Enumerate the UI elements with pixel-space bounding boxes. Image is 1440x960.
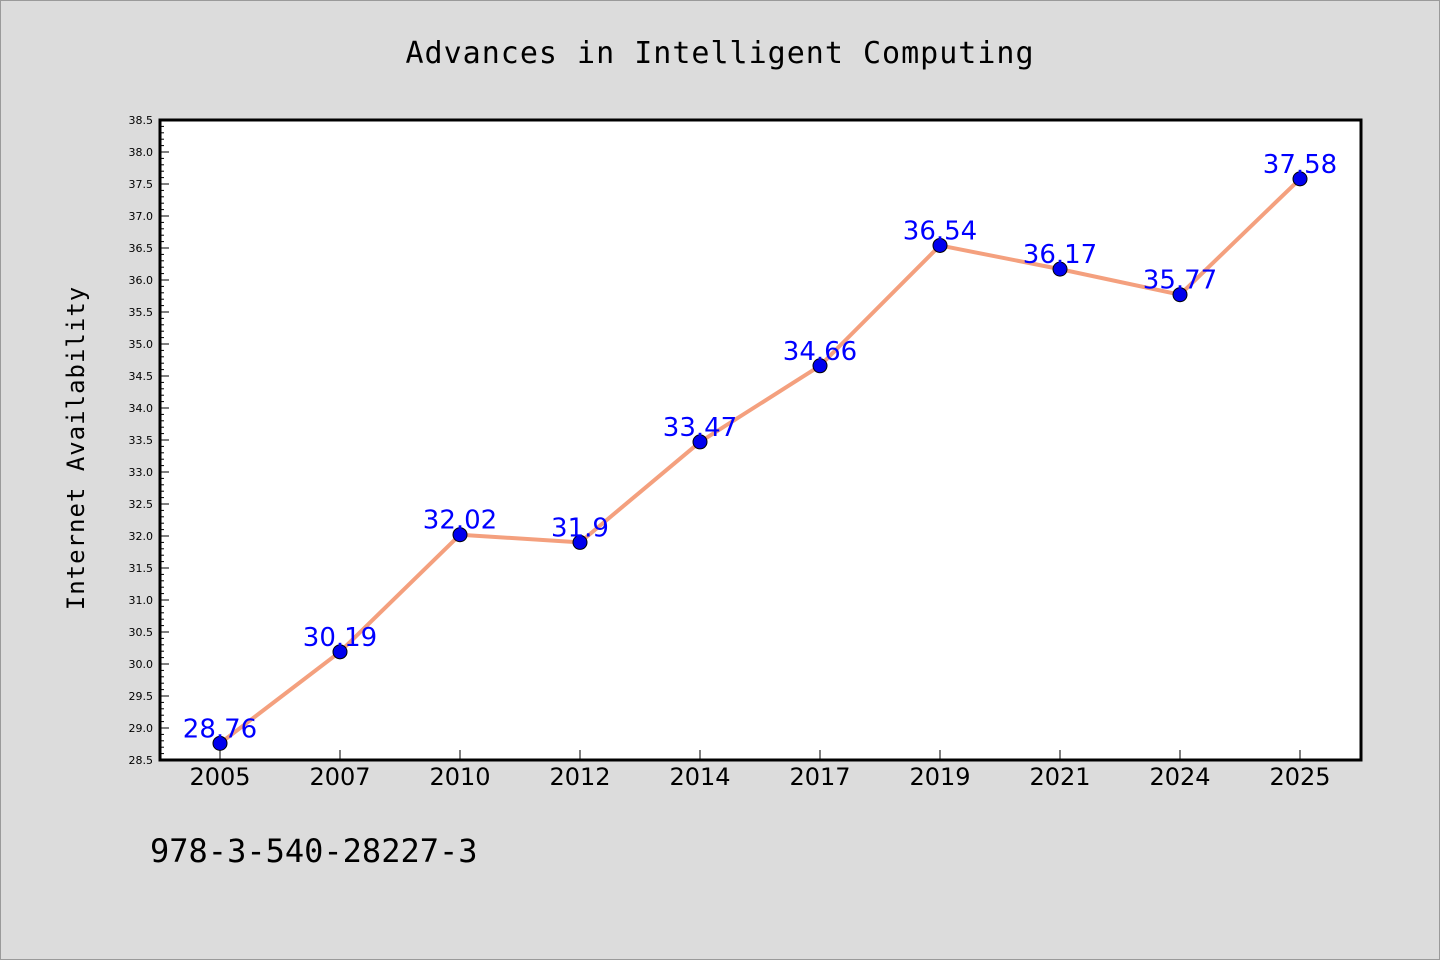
series-line [218,176,1302,746]
x-tick-label: 2007 [309,763,370,791]
data-point [212,735,228,751]
y-tick-label: 36.5 [129,242,154,255]
data-point [572,534,588,550]
y-tick-label: 37.5 [129,178,154,191]
x-tick-label: 2019 [909,763,970,791]
series-line-group [218,176,1302,746]
x-tick-label: 2010 [429,763,490,791]
data-label: 33.47 [663,413,737,443]
data-point [932,237,948,253]
data-point [812,358,828,374]
y-tick-label: 38.5 [129,114,154,127]
y-tick-label: 37.0 [129,210,154,223]
y-tick-label: 29.5 [129,690,154,703]
data-point [692,434,708,450]
x-tick-label: 2021 [1029,763,1090,791]
y-tick-label: 34.0 [129,402,154,415]
y-tick-label: 30.0 [129,658,154,671]
data-label: 30.19 [303,623,377,653]
y-axis-label: Internet Availability [62,286,90,610]
y-tick-label: 33.0 [129,466,154,479]
data-label: 32.02 [423,506,497,536]
y-tick-label: 32.0 [129,530,154,543]
data-point [1292,171,1308,187]
data-label: 37.58 [1263,150,1337,180]
y-tick-label: 35.0 [129,338,154,351]
y-tick-label: 28.5 [129,754,154,767]
y-tick-label: 29.0 [129,722,154,735]
axis-ticks: 28.5 29.0 29.5 30.0 30.5 31.0 31.5 32.0 32.5 33.0… [129,114,1331,791]
y-tick-label: 32.5 [129,498,154,511]
data-point [452,527,468,543]
plot-border [158,118,1363,762]
y-tick-label: 33.5 [129,434,154,447]
data-label: 28.76 [183,714,257,744]
x-tick-label: 2025 [1269,763,1330,791]
footer-identifier: 978-3-540-28227-3 [150,832,478,870]
x-tick-label: 2005 [189,763,250,791]
y-tick-label: 31.5 [129,562,154,575]
y-tick-label: 36.0 [129,274,154,287]
data-label: 36.17 [1023,240,1097,270]
y-tick-label: 34.5 [129,370,154,383]
data-label: 31.9 [551,513,609,543]
data-point [332,644,348,660]
chart-title: Advances in Intelligent Computing [405,36,1034,71]
data-points [212,171,1308,751]
data-point [1052,261,1068,277]
data-labels: 28.76 30.19 32.02 31.9 33.47 34.66 36.54 36.17 3… [183,150,1337,744]
plot-area [160,120,1361,760]
y-tick-label: 35.5 [129,306,154,319]
x-tick-label: 2014 [669,763,730,791]
data-point [1172,287,1188,303]
data-label: 35.77 [1143,266,1217,296]
x-tick-label: 2024 [1149,763,1210,791]
x-tick-label: 2012 [549,763,610,791]
y-tick-label: 30.5 [129,626,154,639]
data-label: 34.66 [783,337,857,367]
x-tick-label: 2017 [789,763,850,791]
y-tick-label: 38.0 [129,146,154,159]
y-tick-label: 31.0 [129,594,154,607]
data-label: 36.54 [903,216,977,246]
